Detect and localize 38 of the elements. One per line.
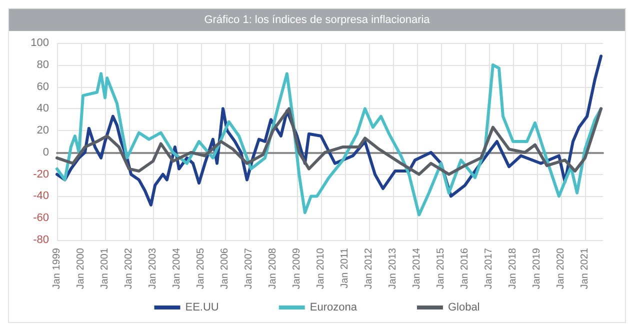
y-tick-label: 100 <box>30 37 49 49</box>
x-tick-label: Jan 2016 <box>460 248 471 290</box>
line-series <box>56 107 603 176</box>
y-tick-label: -40 <box>33 190 49 202</box>
x-tick-label: Jan 2012 <box>364 248 374 290</box>
legend-label: Global <box>448 302 480 314</box>
x-tick-label: Jan 2000 <box>75 248 86 290</box>
x-tick-label: Jan 2011 <box>340 248 351 288</box>
x-tick-label: Jan 2015 <box>436 248 447 290</box>
x-tick-label: Jan 2001 <box>100 248 111 290</box>
x-tick-label: Jan 2004 <box>171 248 182 290</box>
chart-title: Gráfico 1: los índices de sorpresa inflacionaria <box>9 9 625 31</box>
x-tick-label: Jan 2009 <box>292 248 303 290</box>
y-tick-label: -60 <box>33 212 49 224</box>
legend-label: Eurozona <box>310 302 358 314</box>
y-tick-label: 0 <box>42 146 49 158</box>
x-tick-label: Jan 2014 <box>412 248 423 290</box>
y-tick-label: 60 <box>36 80 49 93</box>
x-tick-label: Jan 2003 <box>148 248 159 290</box>
x-tick-label: Jan 2017 <box>484 248 495 290</box>
legend-label: EE.UU <box>185 302 219 314</box>
y-tick-label: 40 <box>36 102 49 115</box>
x-tick-label: Jan 2008 <box>267 248 278 290</box>
x-tick-label: Jan 2019 <box>532 248 543 290</box>
x-tick-label: Jan 2006 <box>220 248 231 290</box>
x-tick-label: Jan 2020 <box>556 248 567 290</box>
x-tick-label: Jan 2018 <box>508 248 519 290</box>
y-tick-label: -20 <box>33 168 49 180</box>
y-tick-label: 80 <box>36 58 49 71</box>
x-tick-label: Jan 2021 <box>580 248 591 290</box>
x-tick-label: Jan 2002 <box>124 248 135 290</box>
x-tick-label: Jan 2005 <box>196 248 207 290</box>
x-tick-label: Jan 2010 <box>316 248 327 290</box>
y-tick-label: 20 <box>36 124 49 137</box>
x-tick-label: Jan 2007 <box>244 248 255 290</box>
y-tick-label: -80 <box>33 234 49 246</box>
x-tick-label: Jan 1999 <box>52 248 62 290</box>
x-tick-label: Jan 2013 <box>388 248 399 290</box>
